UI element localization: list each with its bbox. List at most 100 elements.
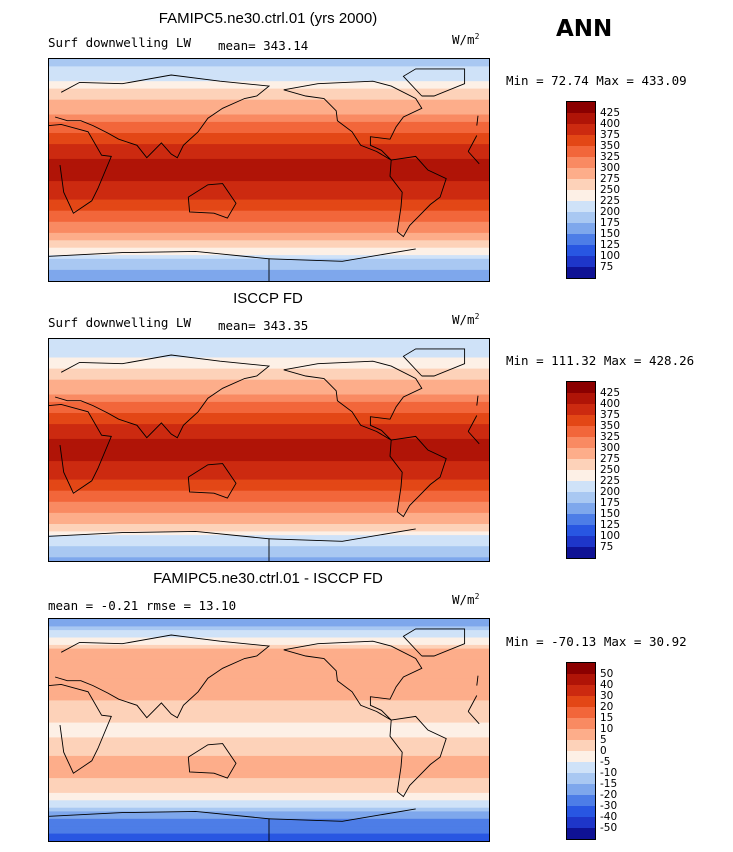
coastline [402,68,466,97]
colorbar-tick-label: 40 [600,678,614,691]
map-zonal-band [49,84,489,90]
map-zonal-band [49,372,489,377]
panel-3-title: FAMIPC5.ne30.ctrl.01 - ISCCP FD [153,570,383,587]
map-zonal-band [49,199,489,204]
coastline [54,74,271,159]
map-zonal-band [49,66,489,71]
map-zonal-band [49,494,489,499]
map-zonal-band [49,479,489,484]
colorbar-tick-label: 325 [600,150,621,163]
map-zonal-band [49,166,489,171]
map-zonal-band [49,170,489,175]
map-zonal-band [49,339,489,344]
map-zonal-band [49,663,489,668]
colorbar-tick-label: 50 [600,667,614,680]
colorbar-tick-label: 20 [600,700,614,713]
map-zonal-band [49,114,489,119]
map-zonal-band [49,524,489,529]
colorbar-segment [566,481,596,492]
map-zonal-band [49,516,489,521]
colorbar-tick-label: 375 [600,128,621,141]
map-zonal-band [49,218,489,223]
panel-1-units: W/m2 [452,32,480,48]
coastline [268,808,416,822]
map-zonal-band [49,361,489,366]
map-zonal-band [49,368,489,373]
panel-1-field-label: Surf downwelling LW [48,35,191,50]
colorbar-segment [566,547,596,559]
colorbar-tick-label: 100 [600,249,621,262]
map-zonal-band [49,346,489,351]
map-zonal-band [49,376,489,381]
coastline [268,528,416,542]
panel-1-minmax: Min = 72.74 Max = 433.09 [506,73,687,88]
map-zonal-band [49,144,489,149]
map-zonal-band [49,59,489,64]
map-zonal-band [49,133,489,138]
colorbar-tick-label: 125 [600,518,621,531]
colorbar-tick-label: 150 [600,227,621,240]
map-zonal-band [49,188,489,193]
panel-3-units: W/m2 [452,592,480,608]
map-zonal-band [49,501,489,507]
colorbar-tick-label: 175 [600,216,621,229]
coastline [49,683,112,774]
map-zonal-band [49,461,489,466]
map-zonal-band [49,707,489,713]
colorbar-tick-label: 275 [600,172,621,185]
panel-2-map [48,338,490,562]
colorbar-tick-label: 175 [600,496,621,509]
colorbar-segment [566,795,596,806]
colorbar-segment [566,470,596,481]
colorbar-tick-label: 425 [600,386,621,399]
season-label: ANN [556,16,613,42]
colorbar-segment [566,674,596,685]
map-zonal-band [49,520,489,525]
panel-2-title: ISCCP FD [233,290,303,307]
map-zonal-band [49,107,489,112]
colorbar-segment [566,393,596,404]
map-zonal-band [49,225,489,230]
map-zonal-band [49,641,489,646]
colorbar-tick-label: 200 [600,485,621,498]
map-zonal-band [49,229,489,234]
map-zonal-band [49,674,489,679]
map-zonal-band [49,685,489,690]
panel-2-colorbar [566,381,596,559]
colorbar-segment [566,459,596,470]
map-zonal-band [49,490,489,495]
coastline [54,634,271,719]
panel-3-map [48,618,490,842]
colorbar-segment [566,536,596,547]
coastline [283,640,423,721]
colorbar-segment [566,201,596,212]
coastline [187,743,237,779]
colorbar-segment [566,773,596,784]
colorbar-segment [566,448,596,459]
map-zonal-band [49,207,489,212]
panel-1-title: FAMIPC5.ne30.ctrl.01 (yrs 2000) [158,10,378,27]
map-zonal-band [49,498,489,503]
colorbar-tick-label: -50 [600,821,618,834]
colorbar-tick-label: 350 [600,419,621,432]
map-zonal-band [49,659,489,664]
colorbar-segment [566,784,596,795]
map-zonal-band [49,715,489,720]
map-zonal-band [49,387,489,392]
colorbar-tick-label: 325 [600,430,621,443]
colorbar-segment [566,718,596,729]
colorbar-segment [566,828,596,840]
map-zonal-band [49,446,489,451]
map-zonal-band [49,210,489,215]
panel-3-minmax: Min = -70.13 Max = 30.92 [506,634,687,649]
colorbar-tick-label: 150 [600,507,621,520]
map-zonal-band [49,804,489,809]
map-zonal-band [49,357,489,362]
colorbar-segment [566,135,596,146]
map-zonal-band [49,770,489,775]
colorbar-segment [566,101,596,113]
map-zonal-band [49,656,489,661]
map-zonal-band [49,140,489,145]
colorbar-segment [566,751,596,762]
panel-1-colorbar [566,101,596,279]
